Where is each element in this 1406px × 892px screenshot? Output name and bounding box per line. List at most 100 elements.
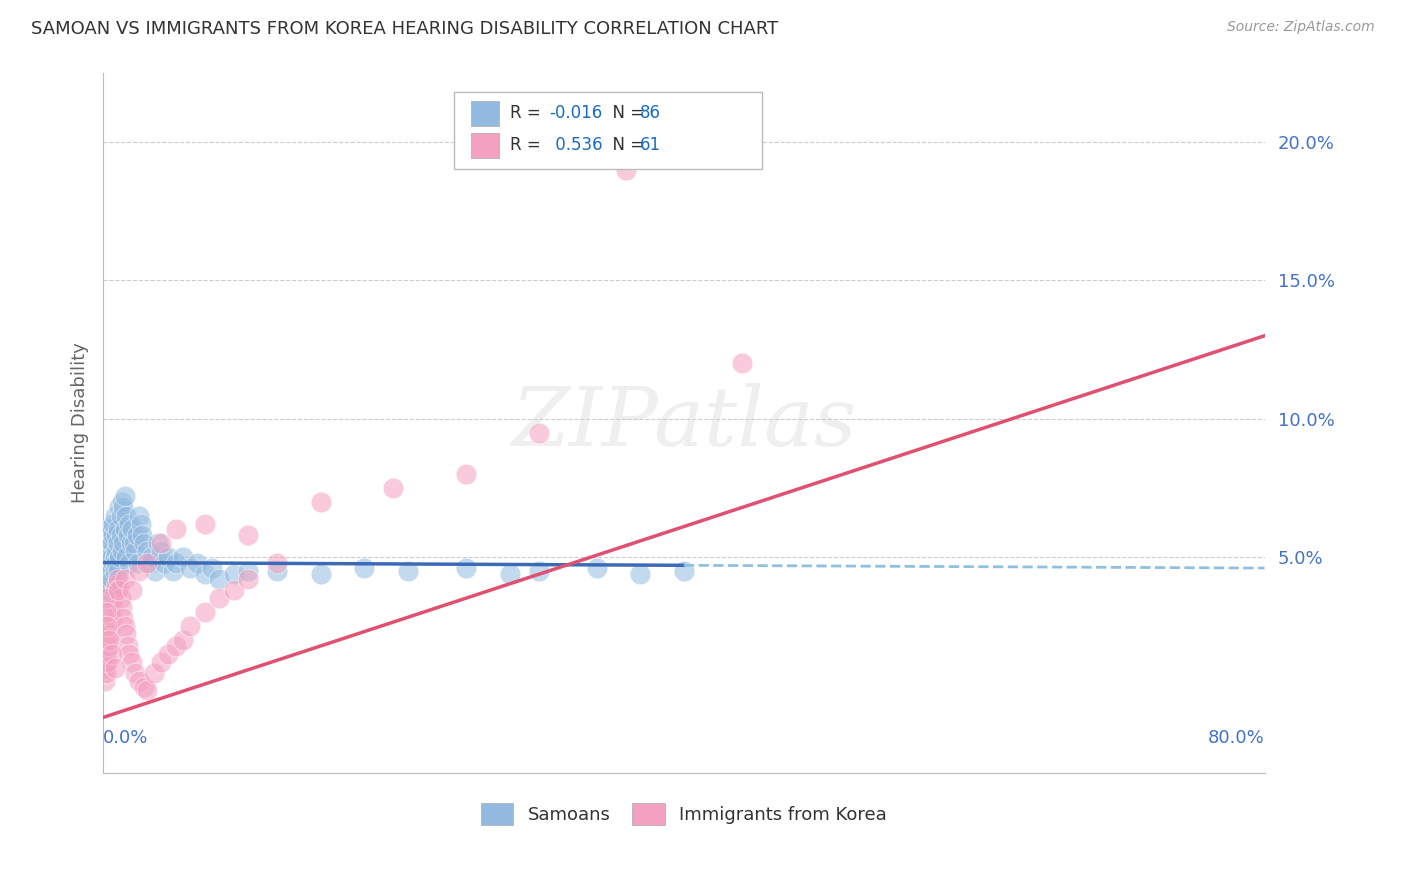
Point: [120, 536, 142, 550]
Point: [105, 556, 128, 570]
Point: [118, 516, 141, 531]
Point: [100, 549, 122, 564]
Point: [96, 564, 118, 578]
Point: [104, 583, 127, 598]
Point: [103, 591, 125, 606]
Point: [238, 528, 260, 542]
Point: [238, 572, 260, 586]
Point: [96, 619, 118, 633]
Point: [104, 508, 127, 523]
Point: [266, 556, 288, 570]
Point: [101, 536, 124, 550]
Point: [118, 647, 141, 661]
Point: [498, 566, 520, 581]
Point: [97, 556, 120, 570]
Point: [165, 556, 187, 570]
Point: [93, 544, 115, 558]
Point: [309, 566, 332, 581]
Point: [100, 522, 122, 536]
Point: [454, 561, 477, 575]
Point: [186, 556, 208, 570]
Point: [94, 564, 117, 578]
Text: 0.0%: 0.0%: [103, 729, 149, 747]
Point: [142, 666, 165, 681]
Point: [309, 494, 332, 508]
Point: [107, 583, 129, 598]
Text: 80.0%: 80.0%: [1208, 729, 1264, 747]
Point: [107, 572, 129, 586]
Point: [131, 528, 153, 542]
Point: [353, 561, 375, 575]
Point: [222, 583, 245, 598]
Point: [105, 544, 128, 558]
Point: [97, 528, 120, 542]
Point: [148, 536, 170, 550]
Point: [121, 655, 143, 669]
Point: [105, 528, 128, 542]
Point: [194, 605, 217, 619]
Point: [165, 639, 187, 653]
Point: [614, 162, 637, 177]
Point: [110, 591, 132, 606]
Point: [101, 549, 124, 564]
Point: [100, 605, 122, 619]
Text: Source: ZipAtlas.com: Source: ZipAtlas.com: [1227, 20, 1375, 34]
Point: [107, 564, 129, 578]
Point: [100, 564, 122, 578]
Point: [128, 674, 150, 689]
Point: [103, 528, 125, 542]
Point: [94, 647, 117, 661]
Point: [112, 611, 135, 625]
Point: [208, 591, 231, 606]
Point: [101, 599, 124, 614]
Point: [111, 494, 134, 508]
Point: [150, 544, 173, 558]
Point: [129, 516, 152, 531]
Point: [208, 572, 231, 586]
Point: [135, 682, 157, 697]
Point: [128, 508, 150, 523]
Point: [194, 566, 217, 581]
Point: [103, 516, 125, 531]
Point: [93, 591, 115, 606]
Point: [162, 564, 184, 578]
Text: 61: 61: [640, 136, 661, 154]
Point: [396, 564, 419, 578]
Point: [96, 632, 118, 647]
Point: [110, 528, 132, 542]
Point: [132, 536, 155, 550]
Point: [125, 528, 148, 542]
Y-axis label: Hearing Disability: Hearing Disability: [72, 343, 89, 503]
Point: [115, 627, 138, 641]
Point: [118, 556, 141, 570]
Point: [93, 674, 115, 689]
Point: [115, 508, 138, 523]
Point: [222, 566, 245, 581]
Point: [165, 522, 187, 536]
Point: [117, 639, 139, 653]
Text: N =: N =: [602, 136, 650, 154]
Legend: Samoans, Immigrants from Korea: Samoans, Immigrants from Korea: [472, 794, 896, 834]
Point: [93, 556, 115, 570]
Text: N =: N =: [602, 104, 650, 122]
Point: [122, 536, 145, 550]
Point: [157, 549, 180, 564]
Point: [114, 489, 136, 503]
Point: [96, 522, 118, 536]
Point: [114, 619, 136, 633]
Point: [731, 356, 754, 370]
Point: [128, 564, 150, 578]
Text: R =: R =: [510, 104, 547, 122]
Point: [150, 536, 173, 550]
Point: [97, 639, 120, 653]
Point: [527, 425, 550, 440]
Point: [150, 655, 173, 669]
Point: [111, 544, 134, 558]
Point: [110, 508, 132, 523]
Point: [527, 564, 550, 578]
Point: [93, 577, 115, 591]
Point: [97, 619, 120, 633]
Point: [101, 572, 124, 586]
Point: [101, 647, 124, 661]
Point: [96, 655, 118, 669]
